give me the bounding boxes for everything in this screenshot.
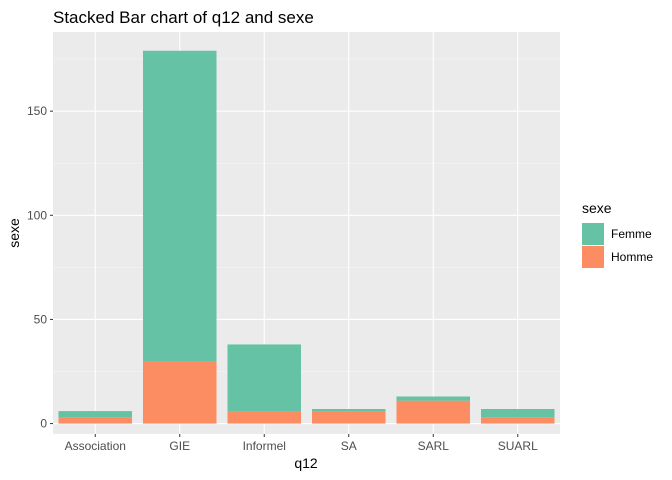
legend-title: sexe: [582, 200, 612, 216]
minor-gridlines: [53, 58, 560, 372]
bar-segment-femme-association: [58, 411, 133, 418]
bar-segment-femme-informel: [227, 344, 302, 412]
x-tick-label: SARL: [418, 439, 450, 453]
bar-segment-homme-sa: [311, 411, 386, 424]
x-tick-label: Informel: [243, 439, 286, 453]
bar-segment-homme-suarl: [480, 417, 555, 424]
bar-segment-femme-suarl: [480, 409, 555, 418]
bar-segment-femme-gie: [142, 50, 217, 362]
legend-label-homme: Homme: [611, 250, 653, 264]
legend-key-femme: [582, 223, 604, 245]
bar-segment-homme-informel: [227, 411, 302, 424]
y-tick-label: 0: [40, 417, 47, 431]
plot-panel: [53, 32, 560, 434]
bar-segment-homme-association: [58, 417, 133, 424]
x-tick-label: SA: [341, 439, 357, 453]
x-tick-label: SUARL: [498, 439, 538, 453]
major-gridlines: [53, 32, 560, 434]
x-axis: Association GIE Informel SA SARL SUARL: [65, 434, 538, 453]
bar-segment-femme-sarl: [396, 396, 471, 401]
bar-segment-femme-sa: [311, 409, 386, 412]
chart-title: Stacked Bar chart of q12 and sexe: [53, 8, 314, 27]
bar-segment-homme-sarl: [396, 400, 471, 424]
x-tick-label: Association: [65, 439, 126, 453]
y-axis-title: sexe: [6, 218, 22, 248]
y-tick-label: 100: [27, 208, 47, 222]
bar-segment-homme-gie: [142, 361, 217, 424]
x-tick-label: GIE: [169, 439, 190, 453]
y-tick-label: 50: [34, 312, 48, 326]
bars: [58, 50, 555, 424]
y-axis: 0 50 100 150: [27, 104, 53, 431]
x-axis-title: q12: [294, 455, 318, 471]
legend: sexe Femme Homme: [582, 200, 653, 268]
y-tick-label: 150: [27, 104, 47, 118]
legend-label-femme: Femme: [611, 227, 652, 241]
legend-key-homme: [582, 246, 604, 268]
